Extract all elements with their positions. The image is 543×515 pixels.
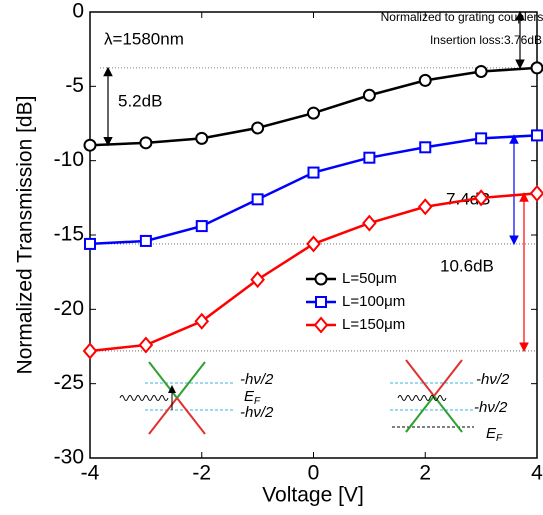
point — [307, 166, 320, 179]
point — [417, 198, 433, 216]
cone — [405, 422, 414, 433]
x-tick-label: -2 — [192, 462, 211, 485]
legend-label: L=100μm — [342, 293, 405, 310]
annotation: Normalized to grating couplers — [381, 10, 543, 24]
annotation: Insertion loss:3.76dB — [430, 33, 542, 47]
y-tick-label: -10 — [54, 148, 84, 171]
inset-label: F — [496, 433, 503, 444]
point — [475, 132, 488, 145]
legend-marker — [314, 272, 328, 286]
inset-label: -hν/2 — [240, 371, 274, 388]
point — [139, 136, 153, 150]
legend-label: L=50μm — [342, 270, 397, 287]
y-tick-label: -20 — [54, 297, 84, 320]
photon — [119, 395, 169, 401]
y-tick-label: -15 — [54, 223, 84, 246]
point — [138, 336, 154, 354]
point — [474, 64, 488, 78]
annotation: 5.2dB — [118, 91, 162, 110]
point — [139, 234, 152, 247]
legend-marker — [315, 296, 327, 308]
x-tick-label: 2 — [419, 462, 431, 485]
inset-label: -hν/2 — [476, 371, 510, 388]
point — [529, 184, 543, 202]
legend-marker — [313, 316, 329, 334]
x-tick-label: 4 — [531, 462, 543, 485]
photon — [397, 395, 447, 401]
legend-label: L=150μm — [342, 316, 405, 333]
plot-frame — [89, 11, 538, 459]
point — [531, 129, 543, 142]
y-tick-label: -25 — [54, 371, 84, 394]
cone — [148, 361, 178, 399]
inset-label: EF — [244, 388, 261, 407]
cone — [405, 359, 435, 397]
inset-label: E — [486, 425, 497, 442]
point — [306, 235, 321, 253]
cone — [433, 395, 463, 433]
point — [251, 193, 264, 206]
point — [251, 121, 265, 135]
x-tick-label: -4 — [81, 462, 100, 485]
annotation: λ=1580nm — [104, 29, 184, 48]
point — [530, 61, 543, 75]
point — [362, 88, 376, 102]
point — [84, 237, 96, 250]
x-axis-title: Voltage [V] — [262, 484, 364, 507]
inset-label: -hν/2 — [474, 399, 508, 416]
point — [195, 220, 208, 233]
inset-label: EF — [486, 425, 503, 444]
cone — [176, 361, 206, 399]
point — [307, 106, 320, 120]
cone — [148, 397, 178, 435]
y-tick-label: 0 — [72, 0, 84, 23]
point — [473, 189, 489, 207]
point — [363, 151, 376, 164]
inset-label: -hν/2 — [240, 404, 274, 421]
inset-label: F — [254, 396, 261, 407]
point — [82, 342, 98, 360]
point — [83, 138, 97, 152]
annotation: 10.6dB — [440, 256, 494, 275]
x-tick-label: 0 — [308, 462, 320, 485]
point — [194, 312, 210, 330]
y-axis-title: Normalized Transmission [dB] — [14, 96, 37, 375]
point — [419, 141, 432, 154]
point — [418, 73, 432, 87]
inset-label: E — [244, 388, 255, 405]
cone — [433, 359, 463, 397]
y-tick-label: -30 — [54, 446, 84, 469]
cone — [176, 397, 206, 435]
point — [362, 214, 377, 232]
point — [195, 131, 209, 145]
y-tick-label: -5 — [65, 74, 84, 97]
point — [250, 271, 265, 289]
